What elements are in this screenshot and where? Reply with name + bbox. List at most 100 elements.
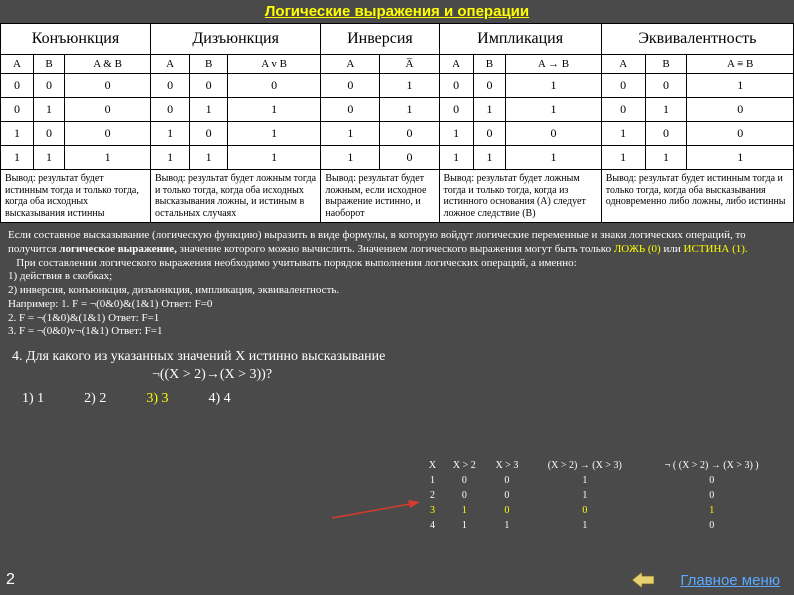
truth-value-cell: 1	[33, 98, 64, 122]
truth-value-cell: 0	[380, 122, 439, 146]
truth-value-cell: 0	[473, 122, 506, 146]
analysis-cell: 2	[422, 488, 443, 503]
example-item: 1. F = ¬(0&0)&(1&1) Ответ: F=0	[61, 298, 212, 310]
answer-option[interactable]: 2) 2	[84, 391, 106, 407]
answer-option[interactable]: 3) 3	[146, 391, 168, 407]
column-header: A	[601, 55, 645, 74]
column-header: A → B	[506, 55, 602, 74]
truth-value-cell: 0	[473, 74, 506, 98]
column-header: A̅	[380, 55, 439, 74]
truth-value-cell: 1	[506, 146, 602, 170]
analysis-cell: 1	[422, 473, 443, 488]
explain-text: При составлении логического выражения не…	[16, 257, 576, 269]
operation-conclusion: Вывод: результат будет истинным тогда и …	[601, 170, 793, 223]
example-item: 2. F = ¬(1&0)&(1&1) Ответ: F=1	[8, 312, 159, 324]
explain-list-item: 1) действия в скобках;	[8, 270, 112, 282]
analysis-cell: 1	[641, 503, 782, 518]
column-header: A	[150, 55, 189, 74]
analysis-cell: 0	[641, 518, 782, 533]
truth-value-cell: 0	[1, 98, 34, 122]
truth-value-cell: 1	[227, 146, 320, 170]
operation-conclusion: Вывод: результат будет ложным тогда и то…	[439, 170, 601, 223]
truth-value-cell: 1	[1, 122, 34, 146]
analysis-cell: 0	[641, 488, 782, 503]
column-header: B	[473, 55, 506, 74]
truth-value-cell: 1	[506, 74, 602, 98]
truth-value-cell: 1	[150, 146, 189, 170]
analysis-cell: 1	[528, 488, 641, 503]
column-header: B	[645, 55, 687, 74]
explain-highlight: ИСТИНА (1).	[684, 243, 748, 255]
analysis-cell: 4	[422, 518, 443, 533]
truth-value-cell: 1	[150, 122, 189, 146]
analysis-cell: 0	[486, 503, 529, 518]
truth-value-cell: 0	[150, 98, 189, 122]
truth-value-cell: 1	[687, 146, 794, 170]
operation-title: Дизъюнкция	[150, 24, 320, 55]
truth-value-cell: 1	[1, 146, 34, 170]
analysis-cell: 1	[443, 503, 486, 518]
truth-value-cell: 0	[321, 74, 380, 98]
pointer-arrow-icon	[330, 500, 420, 524]
operations-table: КонъюнкцияДизъюнкцияИнверсияИмпликацияЭк…	[0, 23, 794, 223]
page-title: Логические выражения и операции	[0, 0, 794, 23]
truth-value-cell: 1	[439, 122, 473, 146]
operation-conclusion: Вывод: результат будет ложным, если исхо…	[321, 170, 439, 223]
truth-value-cell: 1	[645, 98, 687, 122]
analysis-header: ¬ ( (X > 2) → (X > 3) )	[641, 458, 782, 473]
truth-value-cell: 0	[33, 122, 64, 146]
truth-value-cell: 0	[190, 74, 228, 98]
truth-value-cell: 1	[321, 122, 380, 146]
truth-value-cell: 0	[321, 98, 380, 122]
truth-value-cell: 1	[506, 98, 602, 122]
truth-value-cell: 1	[687, 74, 794, 98]
analysis-header: X	[422, 458, 443, 473]
truth-value-cell: 0	[687, 122, 794, 146]
truth-value-cell: 0	[601, 74, 645, 98]
truth-value-cell: 0	[190, 122, 228, 146]
analysis-table: XX > 2X > 3(X > 2) → (X > 3)¬ ( (X > 2) …	[422, 458, 782, 533]
menu-arrow-icon	[632, 572, 654, 588]
column-header: A & B	[65, 55, 151, 74]
truth-value-cell: 0	[439, 98, 473, 122]
column-header: B	[190, 55, 228, 74]
analysis-cell: 3	[422, 503, 443, 518]
truth-value-cell: 0	[65, 74, 151, 98]
truth-value-cell: 1	[645, 146, 687, 170]
explain-bold: логическое выражение,	[59, 243, 177, 255]
truth-value-cell: 0	[380, 146, 439, 170]
analysis-cell: 1	[528, 518, 641, 533]
answer-option[interactable]: 4) 4	[209, 391, 231, 407]
truth-value-cell: 0	[687, 98, 794, 122]
operation-conclusion: Вывод: результат будет ложным тогда и то…	[150, 170, 320, 223]
column-header: A v B	[227, 55, 320, 74]
analysis-cell: 0	[486, 473, 529, 488]
truth-value-cell: 0	[227, 74, 320, 98]
truth-value-cell: 0	[65, 98, 151, 122]
truth-value-cell: 1	[601, 122, 645, 146]
analysis-cell: 1	[443, 518, 486, 533]
answer-option[interactable]: 1) 1	[22, 391, 44, 407]
column-header: A	[439, 55, 473, 74]
truth-value-cell: 1	[321, 146, 380, 170]
truth-value-cell: 0	[645, 122, 687, 146]
column-header: B	[33, 55, 64, 74]
truth-value-cell: 0	[506, 122, 602, 146]
operation-title: Импликация	[439, 24, 601, 55]
page-number: 2	[6, 571, 15, 589]
operation-title: Эквивалентность	[601, 24, 793, 55]
analysis-cell: 0	[443, 473, 486, 488]
example-item: 3. F = ¬(0&0)v¬(1&1) Ответ: F=1	[8, 325, 162, 337]
truth-value-cell: 0	[65, 122, 151, 146]
column-header: A	[1, 55, 34, 74]
example-label: Например:	[8, 298, 61, 310]
explain-text: значение которого можно вычислить. Значе…	[177, 243, 614, 255]
truth-value-cell: 1	[227, 122, 320, 146]
explain-list-item: 2) инверсия, конъюнкция, дизъюнкция, имп…	[8, 284, 339, 296]
analysis-cell: 0	[641, 473, 782, 488]
truth-value-cell: 1	[380, 98, 439, 122]
main-menu-link[interactable]: Главное меню	[680, 572, 780, 589]
operation-conclusion: Вывод: результат будет истинным тогда и …	[1, 170, 151, 223]
operation-title: Конъюнкция	[1, 24, 151, 55]
truth-value-cell: 0	[439, 74, 473, 98]
